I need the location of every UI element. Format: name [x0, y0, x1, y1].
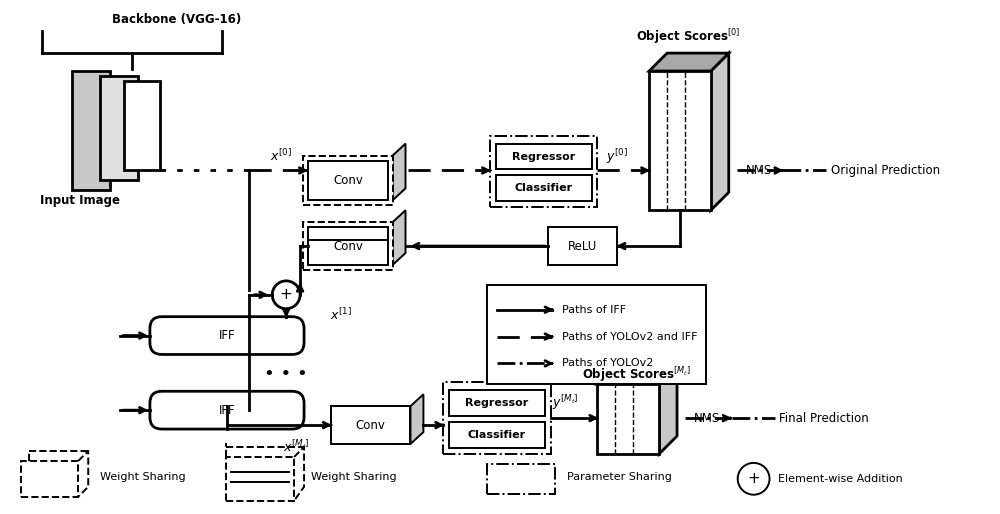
Polygon shape: [410, 394, 423, 444]
Polygon shape: [711, 53, 729, 210]
Polygon shape: [393, 210, 406, 265]
Bar: [226, 457, 294, 501]
Text: Conv: Conv: [333, 174, 363, 187]
Bar: [308, 160, 388, 200]
Bar: [496, 143, 592, 170]
Polygon shape: [649, 53, 729, 71]
Text: Object Scores$^{[M_t]}$: Object Scores$^{[M_t]}$: [582, 365, 691, 384]
Text: $x^{[0]}$: $x^{[0]}$: [270, 149, 292, 164]
Text: ReLU: ReLU: [568, 240, 597, 252]
Text: NMS: NMS: [694, 412, 720, 425]
Bar: [303, 222, 393, 270]
Bar: [449, 390, 545, 416]
FancyBboxPatch shape: [150, 317, 304, 355]
Text: Classifier: Classifier: [468, 430, 526, 440]
Text: Object Scores$^{[0]}$: Object Scores$^{[0]}$: [636, 27, 740, 46]
Text: $x^{[1]}$: $x^{[1]}$: [330, 307, 352, 323]
Text: Final Prediction: Final Prediction: [779, 412, 869, 425]
Polygon shape: [659, 366, 677, 454]
Polygon shape: [597, 366, 677, 384]
Text: $x^{[M_t]}$: $x^{[M_t]}$: [283, 439, 309, 455]
Text: $y^{[0]}$: $y^{[0]}$: [606, 147, 628, 166]
Bar: [124, 81, 160, 171]
FancyBboxPatch shape: [150, 391, 304, 429]
Text: Input Image: Input Image: [40, 194, 120, 207]
Text: +: +: [280, 287, 293, 302]
Bar: [21, 461, 78, 497]
Text: Conv: Conv: [356, 418, 386, 432]
Polygon shape: [393, 143, 406, 200]
Text: • • •: • • •: [264, 365, 308, 383]
Text: NMS: NMS: [745, 164, 772, 177]
Text: Weight Sharing: Weight Sharing: [100, 472, 186, 482]
Bar: [548, 227, 617, 265]
Text: Original Prediction: Original Prediction: [831, 164, 940, 177]
Text: +: +: [747, 471, 760, 486]
Text: Paths of IFF: Paths of IFF: [562, 305, 626, 315]
Text: $y^{[M_t]}$: $y^{[M_t]}$: [552, 393, 579, 412]
Bar: [487, 464, 555, 494]
Text: Conv: Conv: [333, 240, 363, 252]
Bar: [487, 285, 706, 384]
Bar: [331, 406, 410, 444]
Text: IFF: IFF: [219, 329, 235, 342]
Bar: [449, 422, 545, 448]
Text: Weight Sharing: Weight Sharing: [311, 472, 397, 482]
Text: IFF: IFF: [219, 403, 235, 417]
Text: Paths of YOLOv2: Paths of YOLOv2: [562, 358, 653, 369]
Text: Paths of YOLOv2 and IFF: Paths of YOLOv2 and IFF: [562, 332, 697, 342]
Bar: [597, 384, 659, 454]
Text: Backbone (VGG-16): Backbone (VGG-16): [112, 13, 241, 26]
Text: Parameter Sharing: Parameter Sharing: [567, 472, 672, 482]
Bar: [303, 156, 393, 205]
Text: Regressor: Regressor: [512, 152, 575, 161]
Bar: [100, 76, 138, 180]
Bar: [649, 71, 711, 210]
Bar: [443, 382, 551, 454]
Bar: [72, 71, 110, 190]
Text: Regressor: Regressor: [465, 398, 529, 408]
Text: Element-wise Addition: Element-wise Addition: [778, 474, 903, 484]
Text: Classifier: Classifier: [515, 183, 573, 193]
Bar: [331, 406, 410, 444]
Bar: [308, 227, 388, 265]
Bar: [496, 175, 592, 201]
Bar: [490, 136, 597, 207]
